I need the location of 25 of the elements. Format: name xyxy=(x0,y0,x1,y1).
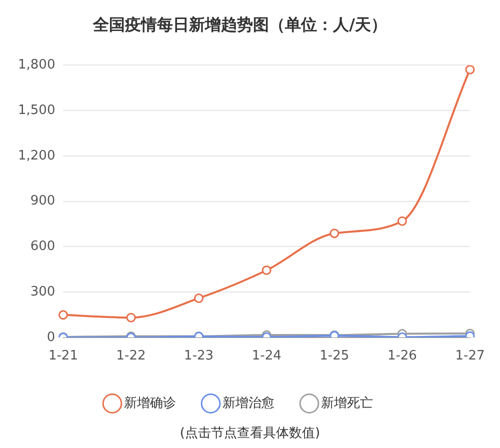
x-tick-label: 1-27 xyxy=(455,348,485,364)
y-tick-label: 1,200 xyxy=(18,148,56,164)
x-tick-label: 1-24 xyxy=(252,348,282,364)
y-tick-label: 300 xyxy=(30,284,56,300)
point xyxy=(194,293,204,303)
point xyxy=(126,312,136,322)
point xyxy=(262,266,272,276)
legend-label: 新增治愈 xyxy=(222,396,274,411)
y-tick-label: 1,500 xyxy=(18,102,56,118)
point xyxy=(58,310,68,320)
x-tick-label: 1-26 xyxy=(387,348,417,364)
x-tick-label: 1-23 xyxy=(184,348,214,364)
text: (点击节点查看具体数值) xyxy=(180,426,320,441)
point xyxy=(330,228,340,238)
x-tick-label: 1-25 xyxy=(320,348,350,364)
legend-label: 新增确诊 xyxy=(124,396,176,411)
y-tick-label: 600 xyxy=(30,239,56,254)
legend-label: 新增死亡 xyxy=(320,394,373,411)
x-tick-label: 1-22 xyxy=(116,348,146,364)
point xyxy=(397,216,407,226)
chart-title: 全国疫情每日新增趋势图（单位：人/天） xyxy=(92,14,387,34)
x-tick-label: 1-21 xyxy=(48,348,78,364)
y-tick-label: 1,800 xyxy=(18,58,56,73)
y-tick-label: 0 xyxy=(46,330,56,345)
y-tick-label: 900 xyxy=(30,194,56,209)
